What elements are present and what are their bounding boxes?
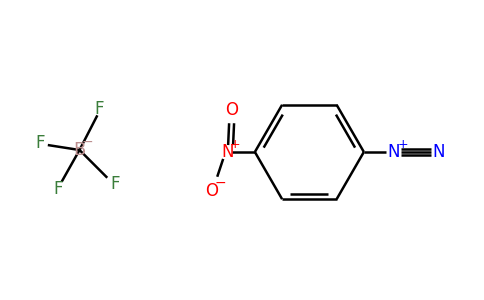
Text: O: O bbox=[205, 182, 218, 200]
Text: F: F bbox=[53, 180, 62, 198]
Text: N: N bbox=[432, 143, 444, 161]
Text: +: + bbox=[230, 138, 241, 151]
Text: F: F bbox=[35, 134, 45, 152]
Text: F: F bbox=[94, 100, 104, 118]
Text: N: N bbox=[221, 143, 233, 161]
Text: N: N bbox=[387, 143, 400, 161]
Text: B: B bbox=[74, 141, 86, 159]
Text: −: − bbox=[214, 176, 226, 190]
Text: +: + bbox=[397, 138, 408, 151]
Text: F: F bbox=[110, 175, 120, 193]
Text: O: O bbox=[226, 101, 239, 119]
Text: −: − bbox=[82, 135, 93, 149]
